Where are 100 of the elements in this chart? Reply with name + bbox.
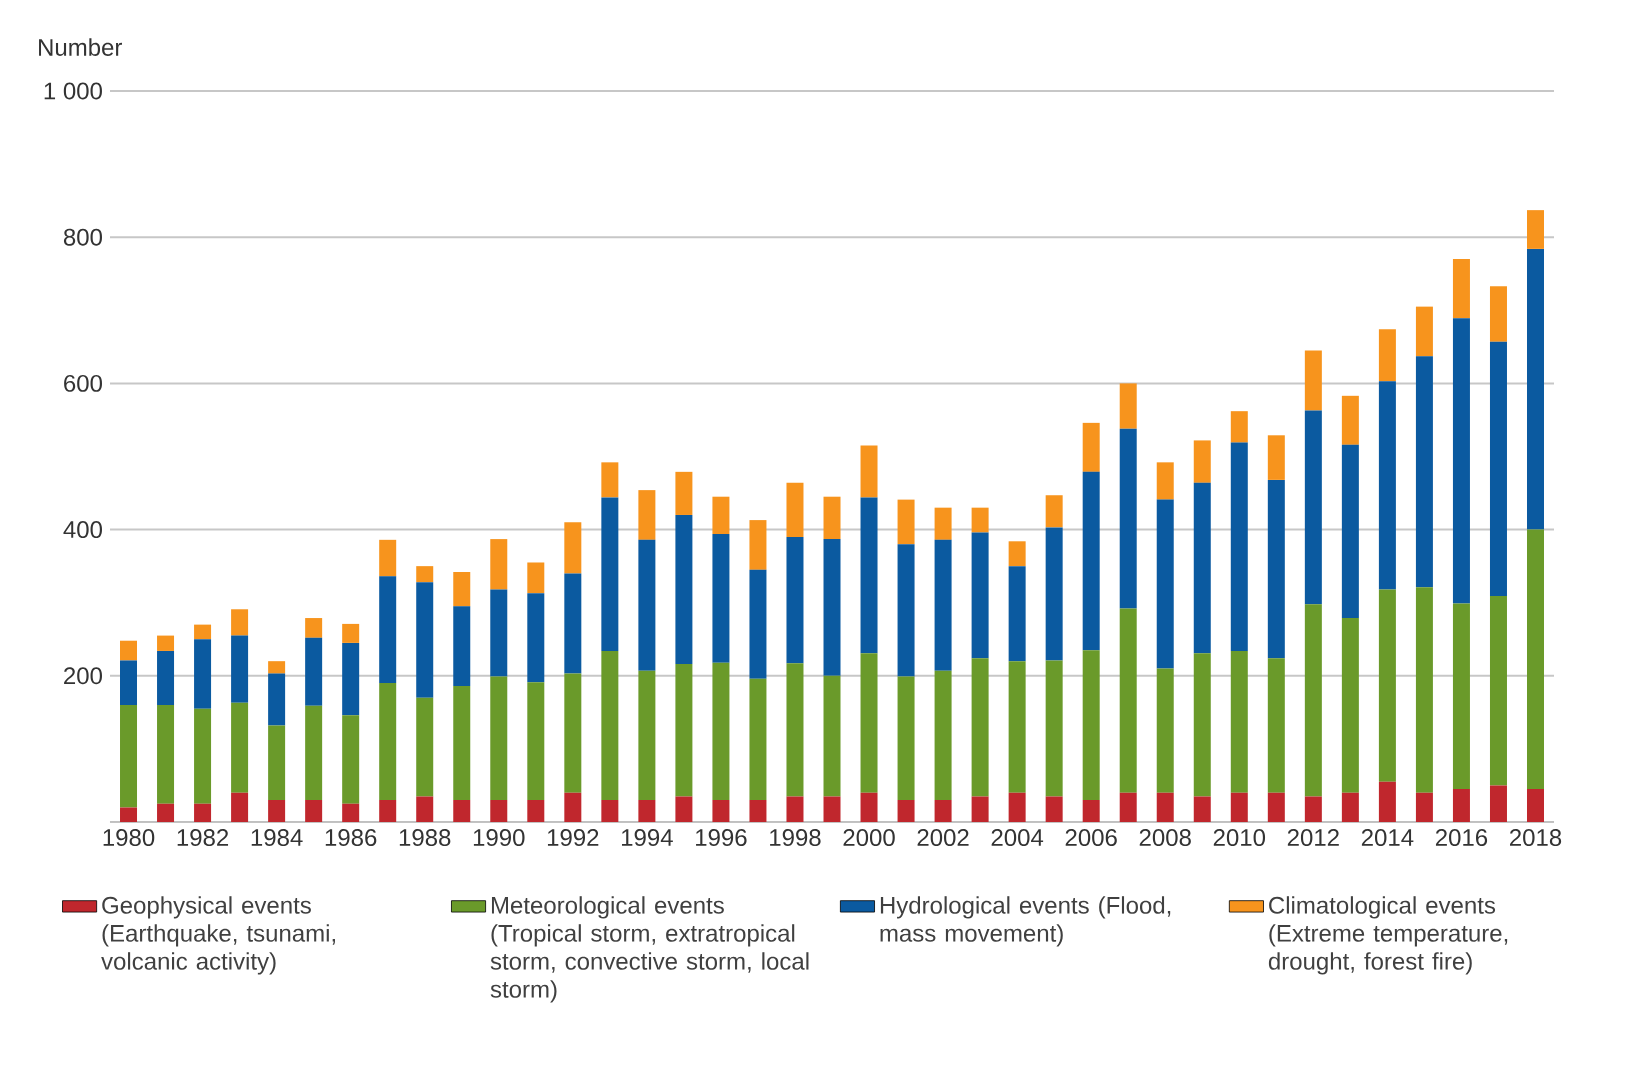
bar xyxy=(305,800,323,822)
bar xyxy=(490,539,508,590)
y-tick-label: 600 xyxy=(64,374,102,392)
bar xyxy=(1378,381,1396,590)
bar xyxy=(712,496,730,534)
bar xyxy=(1527,529,1544,790)
bar xyxy=(120,640,138,661)
bar xyxy=(231,609,249,636)
bar xyxy=(268,673,286,726)
bar xyxy=(453,571,471,607)
bar xyxy=(1415,306,1433,357)
bar xyxy=(1378,781,1396,822)
bar xyxy=(1045,796,1063,822)
bar xyxy=(527,593,545,683)
bar xyxy=(194,708,212,804)
x-tick-label: 1992 xyxy=(547,829,599,847)
bar xyxy=(712,533,730,663)
bar xyxy=(268,661,286,674)
bar xyxy=(971,532,989,659)
bar xyxy=(564,673,582,793)
x-tick-label: 1982 xyxy=(177,829,229,847)
bar xyxy=(1119,428,1137,609)
bar xyxy=(1156,499,1174,669)
bar xyxy=(749,520,767,570)
bar xyxy=(749,800,767,822)
bar xyxy=(268,725,286,801)
bar xyxy=(490,800,508,822)
x-tick-label: 1988 xyxy=(399,829,451,847)
bar xyxy=(1452,789,1470,822)
bar xyxy=(453,606,471,687)
bar xyxy=(897,544,915,677)
bar xyxy=(1082,471,1100,651)
x-tick-label: 2016 xyxy=(1435,829,1488,847)
bar xyxy=(1304,604,1322,797)
bar xyxy=(749,678,767,801)
bar xyxy=(971,796,989,822)
bar xyxy=(1045,660,1063,797)
x-tick-label: 2000 xyxy=(843,829,895,847)
bar xyxy=(675,471,693,515)
bar xyxy=(231,635,249,703)
bar xyxy=(638,800,656,822)
bar xyxy=(157,650,175,706)
bar xyxy=(1193,440,1211,483)
bar xyxy=(1489,341,1507,597)
bar xyxy=(1082,650,1100,801)
bar xyxy=(1045,527,1063,661)
bar xyxy=(564,792,582,822)
bar xyxy=(823,496,841,540)
bar xyxy=(860,792,878,822)
bar xyxy=(1008,792,1026,822)
bar xyxy=(860,497,878,654)
bar xyxy=(1193,796,1211,822)
x-tick-label: 2004 xyxy=(991,829,1044,847)
bar xyxy=(231,702,249,793)
bar xyxy=(1230,442,1248,651)
x-tick-label: 1986 xyxy=(325,829,377,847)
bar xyxy=(231,792,249,822)
bar xyxy=(1304,410,1322,605)
x-tick-label: 1990 xyxy=(473,829,525,847)
y-tick-label: 200 xyxy=(64,667,102,685)
bar xyxy=(786,663,804,797)
bar xyxy=(1489,785,1507,822)
bar xyxy=(1527,210,1544,249)
bar xyxy=(342,803,360,822)
bar xyxy=(934,507,952,540)
bar xyxy=(638,670,656,801)
bar xyxy=(1489,286,1507,342)
bar xyxy=(1378,589,1396,782)
bar xyxy=(416,566,434,583)
bar xyxy=(1378,329,1396,382)
y-tick-label: 800 xyxy=(63,228,102,246)
legend-label: Meteorological events (Tropical storm, extratropical storm, convective storm, local storm) xyxy=(490,896,809,1003)
bar xyxy=(1230,650,1248,793)
bar xyxy=(379,683,397,801)
bar xyxy=(1008,566,1026,662)
bar xyxy=(1489,596,1507,786)
bar xyxy=(1082,422,1100,472)
bar xyxy=(1415,587,1433,793)
bar xyxy=(416,796,434,822)
bar xyxy=(1156,668,1174,793)
bar xyxy=(194,639,212,709)
bar xyxy=(120,807,138,822)
bar xyxy=(860,653,878,793)
bar xyxy=(1267,792,1285,822)
bar xyxy=(1119,608,1137,793)
x-tick-label: 1998 xyxy=(770,829,821,847)
bar xyxy=(157,705,175,804)
bar xyxy=(1452,259,1470,319)
bar xyxy=(1119,792,1137,822)
bar xyxy=(453,800,471,822)
bar xyxy=(416,582,434,698)
bar xyxy=(1156,462,1174,500)
bar xyxy=(120,705,138,808)
bar xyxy=(1341,792,1359,822)
bar xyxy=(1415,792,1433,822)
bar xyxy=(823,539,841,676)
bar xyxy=(934,539,952,671)
bar xyxy=(712,662,730,801)
y-tick-label: 1 000 xyxy=(44,82,102,100)
bar xyxy=(601,497,619,651)
